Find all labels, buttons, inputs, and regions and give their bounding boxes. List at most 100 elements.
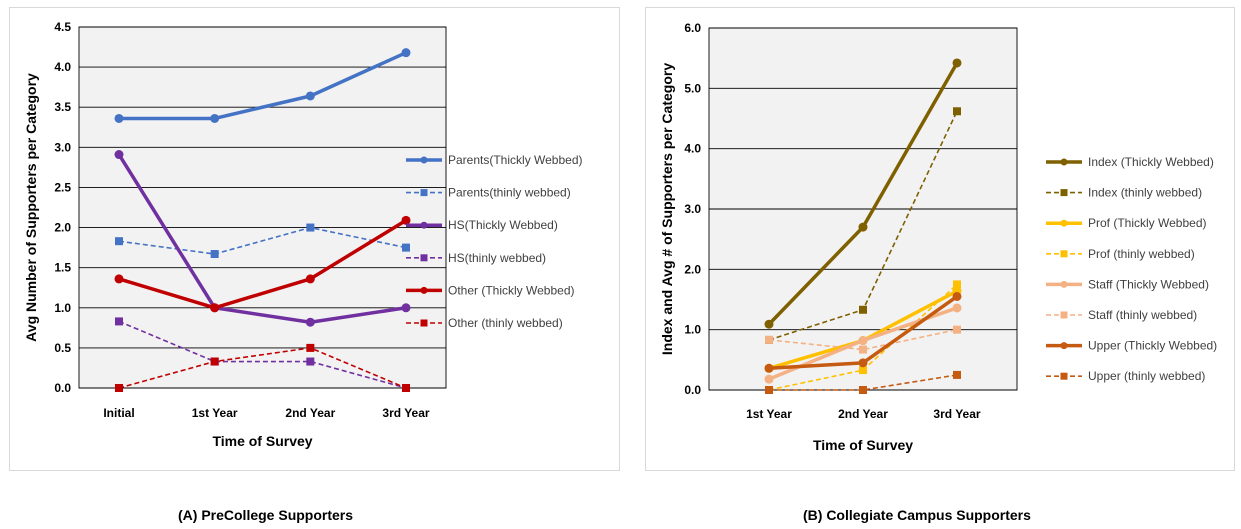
legend-label: Other (thinly webbed) [448,316,563,330]
legend-marker [420,221,428,229]
legend-label: Prof (Thickly Webbed) [1088,216,1206,230]
y-tick-label: 0.0 [54,381,71,395]
data-point [859,305,867,314]
data-point [859,345,867,354]
data-point [953,107,961,116]
legend-marker [1060,189,1068,197]
chart-a: 0.0 0.5 1.0 1.5 2.0 2.5 3.0 3.5 4.0 4.5 Initial 1st… [23,20,583,449]
data-point [305,91,315,101]
y-tick-label: 4.5 [54,20,71,34]
y-tick-label: 2.0 [684,262,701,276]
x-tick-label: 3rd Year [933,407,980,421]
y-tick-label: 3.0 [684,202,701,216]
data-point [210,250,219,259]
x-axis-title: Time of Survey [212,433,312,449]
x-tick-label: 2nd Year [838,407,888,421]
data-point [306,223,315,232]
chart-b: 0.0 1.0 2.0 3.0 4.0 5.0 6.0 1st Year 2nd Year 3rd… [659,21,1217,453]
legend-marker [1060,158,1068,166]
series-line [119,51,407,121]
data-point [953,370,961,379]
legend-label: Index (thinly webbed) [1088,186,1202,200]
y-tick-label: 2.0 [54,221,71,235]
legend-label: Prof (thinly webbed) [1088,247,1195,261]
data-point [401,303,411,313]
data-point [858,336,868,346]
data-point [402,384,410,392]
legend-marker [420,189,428,197]
legend-marker [420,319,428,327]
data-point [764,319,774,329]
data-point [765,335,773,344]
legend-label: HS(thinly webbed) [448,251,546,265]
legend-label: Upper (Thickly Webbed) [1088,339,1217,353]
data-point [306,357,315,366]
y-axis-title: Avg Number of Supporters per Category [23,73,39,342]
series-line [117,153,407,324]
data-point [953,325,961,334]
data-point [115,317,123,326]
legend-marker [420,156,428,164]
legend-label: Staff (thinly webbed) [1088,308,1197,322]
legend-label: Parents(thinly webbed) [448,186,571,200]
plot-border [78,26,447,389]
x-tick-label: 1st Year [746,407,792,421]
legend-marker [420,254,428,262]
y-tick-label: 3.0 [54,140,71,154]
x-tick-label: 2nd Year [285,406,335,420]
y-axis-title: Index and Avg # of Supporters per Catego… [659,63,675,355]
legend-label: Upper (thinly webbed) [1088,369,1205,383]
legend-marker [1060,250,1068,258]
data-point [210,357,219,366]
data-point [401,48,411,58]
data-point [115,384,123,392]
data-point [114,150,124,160]
series-line [118,218,407,310]
y-tick-label: 1.5 [54,261,71,275]
y-tick-label: 5.0 [684,81,701,95]
data-point [114,113,124,123]
data-point [858,222,868,232]
caption-b: (B) Collegiate Campus Supporters [803,507,1031,523]
y-tick-label: 1.0 [684,323,701,337]
data-point [859,386,867,394]
data-point [859,366,867,375]
data-point [305,317,315,327]
legend-marker [1060,342,1068,350]
legend-marker [420,286,428,294]
x-tick-label: 1st Year [192,406,238,420]
legend-marker [1060,219,1068,227]
y-tick-label: 4.0 [684,142,701,156]
data-point [952,58,962,68]
series-line [118,320,407,389]
series-line [118,347,407,389]
chart-a-panel: 0.0 0.5 1.0 1.5 2.0 2.5 3.0 3.5 4.0 4.5 Initial 1st… [9,7,620,471]
legend-label: Staff (Thickly Webbed) [1088,277,1209,291]
data-point [764,363,774,373]
y-tick-label: 0.0 [684,383,701,397]
y-tick-label: 0.5 [54,341,71,355]
y-tick-label: 1.0 [54,301,71,315]
data-point [765,386,773,394]
legend-marker [1060,280,1068,288]
legend-label: Other (Thickly Webbed) [448,283,575,297]
data-point [858,358,868,368]
data-point [305,274,315,284]
plot-area [79,27,446,388]
data-point [306,343,315,352]
x-tick-label: 3rd Year [382,406,429,420]
x-tick-label: Initial [103,406,134,420]
y-tick-label: 6.0 [684,21,701,35]
data-point [210,113,220,123]
data-point [952,303,962,313]
data-point [764,374,774,384]
data-point [402,243,410,252]
legend-label: Index (Thickly Webbed) [1088,155,1214,169]
data-point [210,303,220,313]
series-line [118,226,407,255]
data-point [115,237,123,246]
legend-label: Parents(Thickly Webbed) [448,153,583,167]
y-tick-label: 3.5 [54,100,71,114]
data-point [114,274,124,284]
caption-a: (A) PreCollege Supporters [178,507,354,523]
